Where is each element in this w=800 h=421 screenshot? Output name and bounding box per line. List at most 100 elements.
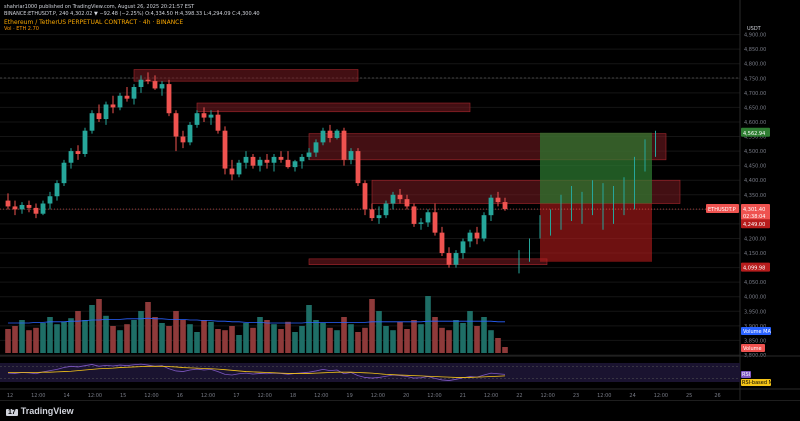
volume-ma-line [8,317,505,324]
volume-bar [33,327,39,353]
price-tick-label: 4,550.00 [744,135,766,141]
time-tick-label: 12:00 [484,393,498,399]
candle-body [187,124,193,143]
rsi-tag-bg [741,371,751,378]
low-price-tag-bg [741,262,770,272]
volume-bar [306,305,312,353]
volume-bar [264,320,270,353]
time-tick-label: 12:00 [201,393,215,399]
time-tick-label: 22 [516,393,522,399]
time-tick-label: 12:00 [654,393,668,399]
volume-bar [138,311,144,353]
volume-bar [110,326,116,353]
candle-body [89,113,95,131]
volume-bar [481,317,487,353]
candle-body [397,194,403,200]
candle-body [306,152,312,157]
candle-body [145,79,151,82]
price-tick-label: 3,900.00 [744,324,766,330]
candle-body [166,84,172,114]
symbol-tag-bg [706,204,739,214]
tradingview-logo[interactable]: 17 TradingView [6,406,74,416]
candle-body [26,204,32,208]
volume-bar [152,317,158,353]
candle-body [376,215,382,219]
footer-bar: 17 TradingView [0,400,800,421]
rsi-ma-tag: RSI-based MA [742,380,777,386]
candle-body [159,84,165,89]
target-price-tag: 4,562.94 [743,131,765,137]
volume-bar [355,332,361,353]
candle-body [110,104,116,108]
volume-bar [19,320,25,353]
volume-bar [313,320,319,353]
volume-bar [285,321,291,353]
candle-body [250,156,256,166]
time-tick-label: 19 [346,393,352,399]
volume-bar [404,329,410,353]
candle-body [152,81,158,89]
volume-bar [362,327,368,353]
stop-zone [540,203,652,262]
candle-body [68,151,74,163]
candle-body [425,212,431,223]
supply-zone [133,69,359,82]
time-tick-label: 20 [403,393,409,399]
candle-body [460,241,466,254]
volume-bar [495,338,501,353]
time-tick-label: 12:00 [144,393,158,399]
time-tick-label: 12 [7,393,13,399]
price-tick-label: 4,350.00 [744,193,766,199]
volume-bar [208,321,214,353]
volume-bar [299,326,305,353]
volume-bar [257,317,263,353]
time-tick-label: 12:00 [31,393,45,399]
volume-bar [131,320,137,353]
volume-bar [460,323,466,353]
time-tick-label: 26 [714,393,720,399]
candle-body [292,161,298,168]
volume-bar [271,324,277,353]
candle-body [411,206,417,224]
volume-bar [166,326,172,353]
candle-body [264,159,270,163]
price-chart[interactable]: 4,900.00 4,850.00 4,800.00 4,750.00 4,700.00… [0,0,800,400]
volume-bar [124,324,130,353]
rsi-line [7,363,506,381]
volume-bar [383,326,389,353]
candle-body [75,151,81,154]
target-price-tag-bg [741,127,770,137]
candle-body [194,113,200,125]
time-tick-label: 12:00 [371,393,385,399]
candle-body [418,222,424,224]
time-tick-label: 12:00 [88,393,102,399]
candle-body [215,114,221,131]
candle-body [12,206,18,210]
candle-body [495,197,501,203]
volume-bar [292,332,298,353]
current-price-tag-sub: 02:38:04 [743,214,765,220]
candle-body [313,142,319,153]
volume-bar [397,321,403,353]
volume-bar [75,311,81,353]
volume-bar [145,302,151,353]
time-tick-label: 12:00 [597,393,611,399]
rsi-ma-line [8,365,506,378]
candle-body [355,151,361,184]
candle-body [33,207,39,214]
candle-body [285,159,291,168]
volume-bar [96,299,102,353]
volume-bar [68,318,74,353]
price-tick-label: 4,000.00 [744,295,766,301]
volume-bar [341,317,347,353]
candle-body [19,204,25,210]
volume-bar [159,323,165,353]
candle-body [320,130,326,143]
price-tick-label: 4,450.00 [744,164,766,170]
volume-bar [418,324,424,353]
candle-body [474,232,480,239]
time-tick-label: 24 [629,393,635,399]
low-price-tag: 4,099.98 [743,266,765,272]
volume-bar [236,335,242,353]
volume-bar [348,324,354,353]
